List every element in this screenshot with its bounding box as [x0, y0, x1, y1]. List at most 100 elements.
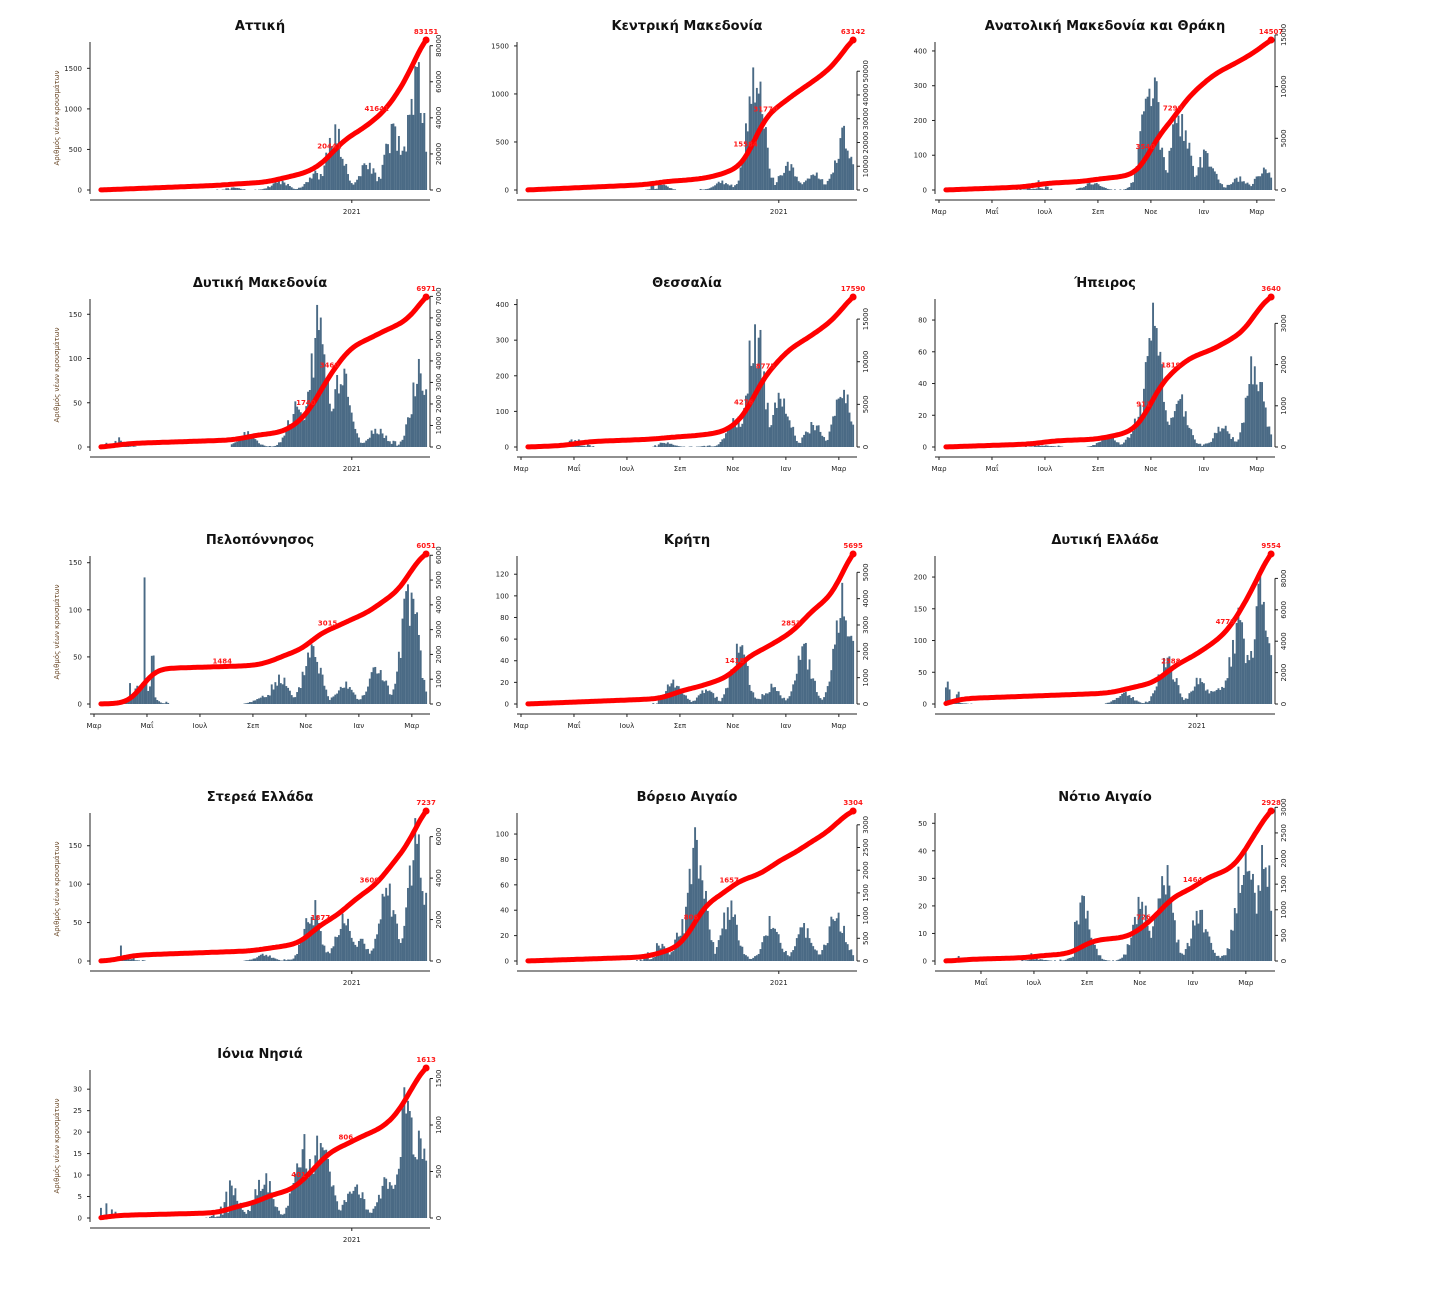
bar: [303, 929, 305, 961]
bar: [1261, 845, 1263, 961]
bar: [1148, 701, 1150, 704]
right-tick-label: 8000: [1280, 569, 1288, 587]
bar: [302, 942, 304, 961]
bar: [392, 1189, 394, 1218]
bar: [745, 955, 747, 961]
bar: [1047, 187, 1049, 190]
bar: [1150, 341, 1152, 447]
bar: [1101, 187, 1103, 190]
right-tick-label: 1000: [435, 1116, 443, 1134]
bar: [819, 432, 821, 447]
bar: [273, 958, 275, 961]
bar: [1025, 960, 1027, 961]
bar: [750, 691, 752, 704]
bar: [852, 425, 854, 447]
bar: [783, 173, 785, 190]
bar: [422, 123, 424, 190]
bar: [819, 698, 821, 704]
bar: [1123, 443, 1125, 447]
bar: [369, 163, 371, 190]
bar: [794, 946, 796, 961]
right-tick-label: 1000: [862, 669, 870, 687]
bar: [423, 1149, 425, 1218]
bar: [1181, 114, 1183, 190]
left-tick-label: 150: [914, 605, 927, 613]
bar: [1150, 938, 1152, 961]
bar: [264, 1185, 266, 1218]
bar: [329, 700, 331, 704]
bar: [1154, 326, 1156, 447]
bar: [709, 188, 711, 190]
bar: [260, 955, 262, 961]
bar: [1176, 123, 1178, 190]
bar: [1219, 183, 1221, 190]
bar: [411, 593, 413, 704]
bar: [358, 438, 360, 447]
bar: [218, 1216, 220, 1218]
bar: [242, 189, 244, 190]
bar: [273, 1199, 275, 1218]
bar: [420, 113, 422, 190]
bar: [1114, 440, 1116, 447]
bar: [365, 165, 367, 190]
bar: [1203, 444, 1205, 447]
bar: [1141, 902, 1143, 961]
left-tick-label: 10: [73, 1172, 82, 1180]
bar: [385, 681, 387, 704]
left-tick-label: 40: [500, 907, 509, 915]
right-tick-label: 2000: [1280, 850, 1288, 868]
bar: [240, 189, 242, 190]
bar: [827, 440, 829, 447]
bar: [1121, 444, 1123, 447]
bar: [832, 649, 834, 704]
bar: [294, 1174, 296, 1218]
bar: [1163, 885, 1165, 961]
bar: [776, 182, 778, 190]
bar: [1268, 426, 1270, 447]
bar: [814, 681, 816, 704]
bar: [213, 1214, 215, 1218]
bar: [334, 937, 336, 961]
bar: [821, 700, 823, 704]
bar: [1239, 620, 1241, 704]
x-tick-label: Ιαν: [781, 722, 792, 730]
bar: [790, 952, 792, 961]
bar: [262, 696, 264, 704]
bar: [663, 185, 665, 190]
left-tick-label: 20: [918, 902, 927, 910]
bar: [718, 182, 720, 190]
bar: [282, 1215, 284, 1218]
bar: [1214, 171, 1216, 190]
bar: [343, 166, 345, 190]
bar: [1201, 682, 1203, 704]
bars-group: [116, 577, 427, 704]
cumulative-end-point: [850, 294, 857, 301]
bar: [389, 1182, 391, 1218]
bar: [1218, 688, 1220, 704]
bar: [407, 417, 409, 447]
bar: [147, 691, 149, 704]
left-tick-label: 100: [69, 606, 82, 614]
bar: [1188, 693, 1190, 704]
bar: [1227, 948, 1229, 961]
bar: [385, 144, 387, 190]
bar: [1049, 960, 1051, 961]
bar: [792, 427, 794, 447]
bar: [816, 950, 818, 961]
bar: [135, 446, 137, 447]
bar: [402, 938, 404, 961]
bar: [740, 946, 742, 961]
bar: [1163, 402, 1165, 447]
bar: [336, 937, 338, 961]
bar: [1256, 606, 1258, 704]
bar: [1123, 693, 1125, 704]
bar: [1183, 417, 1185, 447]
bar: [131, 959, 133, 961]
bar: [710, 187, 712, 190]
bar: [209, 1217, 211, 1218]
bar: [834, 645, 836, 704]
bar: [712, 942, 714, 961]
bar: [1134, 917, 1136, 961]
bar: [422, 391, 424, 447]
